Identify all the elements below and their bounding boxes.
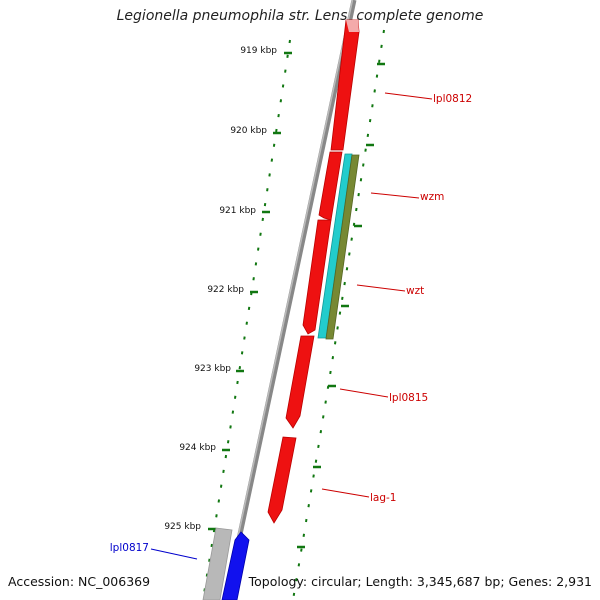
gene-lpl0817[interactable] xyxy=(221,531,250,600)
label-lag-1[interactable]: lag-1 xyxy=(370,492,397,504)
label-lpl0817[interactable]: lpl0817 xyxy=(110,542,149,554)
major-ticks xyxy=(208,51,385,549)
tick-label-921: 921 kbp xyxy=(219,206,256,216)
leader-lpl0815 xyxy=(339,388,389,398)
gene-lpl0815[interactable] xyxy=(285,335,315,429)
leader-lag-1 xyxy=(321,488,370,498)
tick-label-925: 925 kbp xyxy=(164,522,201,532)
genome-backbone xyxy=(223,0,357,600)
gene-lag-1[interactable] xyxy=(267,436,297,524)
leader-lpl0817 xyxy=(150,548,198,560)
genome-title: Legionella pneumophila str. Lens, comple… xyxy=(116,8,484,24)
leader-wzm xyxy=(370,192,420,199)
label-wzt[interactable]: wzt xyxy=(406,285,424,297)
topology-text: Topology: circular; Length: 3,345,687 bp… xyxy=(248,574,592,589)
label-lpl0812[interactable]: lpl0812 xyxy=(433,93,472,105)
label-lpl0815[interactable]: lpl0815 xyxy=(389,392,428,404)
reverse-genes xyxy=(202,527,250,600)
leader-wzt xyxy=(356,284,406,292)
gene-wzt[interactable] xyxy=(302,219,332,335)
gene-gray[interactable] xyxy=(202,527,233,600)
tick-label-919: 919 kbp xyxy=(240,46,277,56)
leader-lpl0812 xyxy=(384,92,433,100)
accession-text: Accession: NC_006369 xyxy=(8,574,151,589)
tick-label-924: 924 kbp xyxy=(179,443,216,453)
tick-label-920: 920 kbp xyxy=(230,126,267,136)
tick-label-923: 923 kbp xyxy=(194,364,231,374)
gene-wzm[interactable] xyxy=(318,151,343,221)
forward-genes xyxy=(267,19,360,524)
tick-label-922: 922 kbp xyxy=(207,285,244,295)
outer-ruler xyxy=(292,29,385,600)
genome-backbone-highlight xyxy=(223,0,354,600)
annotation-tracks xyxy=(317,153,360,340)
olive-track[interactable] xyxy=(325,154,360,340)
label-wzm[interactable]: wzm xyxy=(420,191,444,203)
